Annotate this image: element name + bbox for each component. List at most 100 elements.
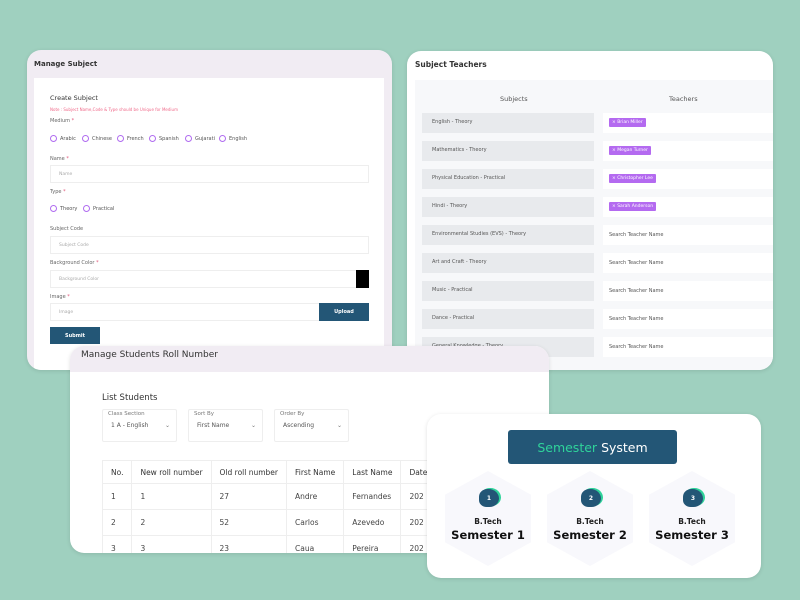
chevron-down-icon: ⌄ bbox=[250, 422, 256, 429]
table-cell: 2 bbox=[101, 509, 133, 536]
submit-button[interactable]: Submit bbox=[50, 327, 100, 344]
form-title: Create Subject bbox=[50, 94, 98, 102]
column-header: No. bbox=[101, 460, 133, 484]
subject-cell: Physical Education - Practical bbox=[422, 169, 594, 189]
radio-label: Chinese bbox=[92, 135, 112, 142]
table-cell: 2 bbox=[131, 509, 212, 536]
subject-cell: Dance - Practical bbox=[422, 309, 594, 329]
chevron-down-icon: ⌄ bbox=[164, 422, 170, 429]
chevron-down-icon: ⌄ bbox=[336, 422, 342, 429]
card-title: Subject Teachers bbox=[415, 60, 487, 69]
teacher-chip[interactable]: × Brian Miller bbox=[609, 118, 646, 127]
subject-cell: Hindi - Theory bbox=[422, 197, 594, 217]
medium-radio-arabic[interactable]: Arabic bbox=[50, 135, 76, 142]
subject-cell: Music - Practical bbox=[422, 281, 594, 301]
column-header: First Name bbox=[285, 460, 345, 484]
teacher-search-input[interactable]: Search Teacher Name bbox=[603, 253, 773, 273]
semester-number-badge: 3 bbox=[683, 489, 703, 507]
table-cell: Azevedo bbox=[343, 509, 402, 536]
image-label: Image * bbox=[50, 294, 70, 300]
card-title: Manage Subject bbox=[34, 60, 98, 68]
medium-radio-french[interactable]: French bbox=[117, 135, 144, 142]
radio-circle bbox=[50, 135, 57, 142]
teacher-select[interactable]: × Christopher Lee bbox=[603, 169, 773, 189]
table-cell: Carlos bbox=[285, 509, 345, 536]
teacher-search-input[interactable]: Search Teacher Name bbox=[603, 309, 773, 329]
radio-label: Arabic bbox=[60, 135, 76, 142]
sort-by-select[interactable]: Sort By First Name ⌄ bbox=[188, 409, 263, 442]
radio-circle bbox=[185, 135, 192, 142]
teacher-chip[interactable]: × Christopher Lee bbox=[609, 174, 656, 183]
column-header: Last Name bbox=[343, 460, 402, 484]
radio-circle bbox=[82, 135, 89, 142]
medium-radio-english[interactable]: English bbox=[219, 135, 247, 142]
column-header-teachers: Teachers bbox=[669, 95, 698, 103]
table-cell: 3 bbox=[101, 535, 133, 553]
subject-teachers-card: Subject Teachers Subjects Teachers Engli… bbox=[407, 51, 773, 370]
medium-radio-spanish[interactable]: Spanish bbox=[149, 135, 179, 142]
color-swatch[interactable] bbox=[356, 270, 369, 288]
teacher-select[interactable]: × Sarah Anderson bbox=[603, 197, 773, 217]
medium-radio-gujarati[interactable]: Gujarati bbox=[185, 135, 215, 142]
upload-button[interactable]: Upload bbox=[319, 303, 369, 321]
teacher-chip[interactable]: × Megan Turner bbox=[609, 146, 651, 155]
subject-cell: Environmental Studies (EVS) - Theory bbox=[422, 225, 594, 245]
name-input[interactable]: Name bbox=[50, 165, 369, 183]
semester-number-badge: 1 bbox=[479, 489, 499, 507]
subject-cell: Mathematics - Theory bbox=[422, 141, 594, 161]
students-table: No. New roll number Old roll number First N… bbox=[101, 460, 437, 553]
column-header: New roll number bbox=[131, 460, 212, 484]
program-label: B.Tech bbox=[576, 517, 604, 526]
radio-label: Gujarati bbox=[195, 135, 215, 142]
column-header-subjects: Subjects bbox=[500, 95, 528, 103]
type-label: Type * bbox=[50, 189, 66, 195]
program-label: B.Tech bbox=[678, 517, 706, 526]
medium-label: Medium * bbox=[50, 118, 75, 124]
semester-name: Semester 2 bbox=[553, 528, 627, 542]
manage-subject-card: Manage Subject Create Subject Note : Sub… bbox=[27, 50, 392, 370]
column-header: Old roll number bbox=[210, 460, 288, 484]
form-note: Note : Subject Name,Code & Type should b… bbox=[50, 107, 178, 112]
program-label: B.Tech bbox=[474, 517, 502, 526]
table-cell: 52 bbox=[210, 509, 288, 536]
medium-radio-chinese[interactable]: Chinese bbox=[82, 135, 112, 142]
table-cell: 1 bbox=[131, 483, 212, 510]
semester-card[interactable]: 1 B.Tech Semester 1 bbox=[445, 471, 531, 566]
class-section-select[interactable]: Class Section 1 A - English ⌄ bbox=[102, 409, 177, 442]
teacher-select[interactable]: × Megan Turner bbox=[603, 141, 773, 161]
card-title: Manage Students Roll Number bbox=[70, 346, 549, 372]
table-cell: Pereira bbox=[343, 535, 402, 553]
semester-name: Semester 1 bbox=[451, 528, 525, 542]
type-radio-practical[interactable]: Practical bbox=[83, 205, 114, 212]
table-row: 3 3 23 Caua Pereira 202 bbox=[101, 535, 437, 553]
semester-system-card: Semester System 1 B.Tech Semester 1 2 B.Tech S… bbox=[427, 414, 761, 578]
table-row: 1 1 27 Andre Fernandes 202 bbox=[101, 483, 437, 510]
table-cell: 3 bbox=[131, 535, 212, 553]
teacher-search-input[interactable]: Search Teacher Name bbox=[603, 337, 773, 357]
order-by-select[interactable]: Order By Ascending ⌄ bbox=[274, 409, 349, 442]
subject-cell: English - Theory bbox=[422, 113, 594, 133]
create-subject-form: Create Subject Note : Subject Name,Code … bbox=[34, 78, 384, 370]
teacher-chip[interactable]: × Sarah Anderson bbox=[609, 202, 657, 211]
semester-card[interactable]: 2 B.Tech Semester 2 bbox=[547, 471, 633, 566]
name-label: Name * bbox=[50, 156, 69, 162]
radio-circle bbox=[219, 135, 226, 142]
table-cell: 1 bbox=[101, 483, 133, 510]
subject-cell: Art and Craft - Theory bbox=[422, 253, 594, 273]
subject-code-input[interactable]: Subject Code bbox=[50, 236, 369, 254]
table-cell: Fernandes bbox=[343, 483, 402, 510]
radio-circle bbox=[149, 135, 156, 142]
image-input[interactable]: Image bbox=[50, 303, 320, 321]
teacher-search-input[interactable]: Search Teacher Name bbox=[603, 225, 773, 245]
subject-code-label: Subject Code bbox=[50, 226, 84, 232]
radio-circle bbox=[117, 135, 124, 142]
teacher-search-input[interactable]: Search Teacher Name bbox=[603, 281, 773, 301]
type-radio-theory[interactable]: Theory bbox=[50, 205, 77, 212]
semester-system-banner: Semester System bbox=[508, 430, 677, 464]
teacher-select[interactable]: × Brian Miller bbox=[603, 113, 773, 133]
table-cell: 27 bbox=[210, 483, 288, 510]
background-color-input[interactable]: Background Color bbox=[50, 270, 369, 288]
subject-teacher-table: Subjects Teachers English - Theory × Bria… bbox=[415, 80, 773, 370]
semester-card[interactable]: 3 B.Tech Semester 3 bbox=[649, 471, 735, 566]
semester-number-badge: 2 bbox=[581, 489, 601, 507]
